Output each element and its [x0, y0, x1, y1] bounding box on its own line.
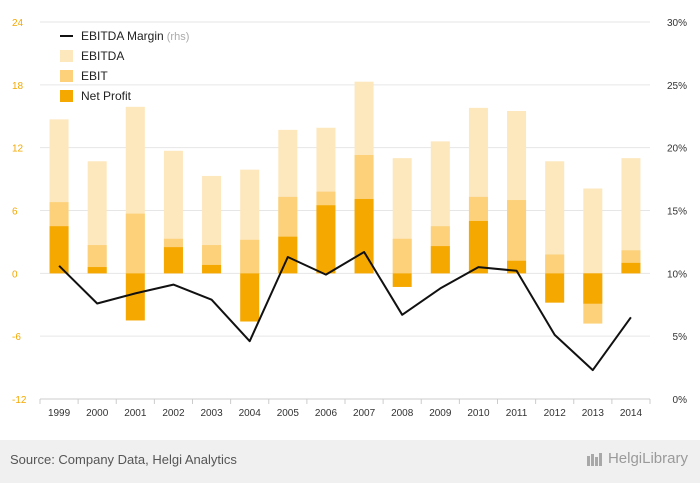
bar-net-profit	[49, 226, 69, 274]
footer: Source: Company Data, Helgi Analytics He…	[0, 440, 700, 483]
ebitda-margin-line	[58, 251, 632, 372]
bar-net-profit	[202, 264, 222, 274]
x-tick-label: 2005	[277, 408, 300, 419]
brand-name: HelgiLibrary	[607, 450, 688, 467]
x-tick-label: 2009	[429, 408, 452, 419]
chart-svg: 24 18 12 6 0 -6 -12 30% 25% 20% 15% 10% 5% 0% 1999 2000…	[12, 18, 688, 419]
left-tick-label: 0	[12, 269, 18, 280]
right-tick-label: 30%	[667, 18, 687, 29]
legend-label: EBITDA	[81, 49, 124, 63]
right-tick-label: 15%	[667, 207, 687, 218]
source-note: Source: Company Data, Helgi Analytics	[10, 452, 237, 467]
bar-ebit	[507, 200, 527, 274]
left-tick-label: 18	[12, 81, 24, 92]
right-tick-label: 0%	[673, 395, 688, 406]
x-tick-label: 2014	[620, 408, 643, 419]
bar-ebit	[392, 238, 412, 274]
library-logo-icon	[586, 452, 602, 466]
legend-label: Net Profit	[81, 89, 132, 103]
x-tick-label: 2006	[315, 408, 338, 419]
right-tick-label: 5%	[673, 332, 688, 343]
x-tick-label: 2001	[124, 408, 147, 419]
legend-label: EBIT	[81, 69, 108, 83]
x-tick-label: 2010	[467, 408, 490, 419]
bar-net-profit	[125, 273, 145, 321]
bar-ebitda	[583, 188, 603, 274]
x-tick-label: 2002	[162, 408, 185, 419]
bar-net-profit	[621, 262, 641, 274]
bar-net-profit	[468, 220, 488, 274]
right-tick-label: 25%	[667, 81, 687, 92]
bar-ebit	[545, 254, 565, 274]
x-tick-label: 2003	[200, 408, 223, 419]
bar-ebit	[87, 245, 107, 274]
legend-label: EBITDA Margin (rhs)	[81, 29, 189, 43]
x-tick-label: 2013	[582, 408, 605, 419]
x-tick-label: 2004	[239, 408, 262, 419]
x-tick-label: 2012	[544, 408, 567, 419]
bar-net-profit	[430, 246, 450, 274]
right-tick-label: 20%	[667, 144, 687, 155]
left-tick-label: 12	[12, 144, 24, 155]
bar-net-profit	[583, 273, 603, 304]
brand[interactable]: HelgiLibrary	[586, 450, 688, 467]
legend-swatch	[60, 90, 73, 102]
bar-ebit	[240, 239, 260, 274]
bar-ebitda	[545, 161, 565, 274]
left-tick-label: 6	[12, 207, 18, 218]
bar-net-profit	[87, 267, 107, 274]
x-tick-label: 2008	[391, 408, 414, 419]
x-tick-label: 2011	[506, 408, 528, 419]
bar-ebit	[125, 213, 145, 274]
bar-net-profit	[392, 273, 412, 287]
bar-net-profit	[240, 273, 260, 322]
bar-net-profit	[163, 247, 183, 274]
left-tick-label: -12	[12, 395, 27, 406]
bar-net-profit	[545, 273, 565, 303]
x-tick-label: 1999	[48, 408, 71, 419]
x-tick-label: 2000	[86, 408, 109, 419]
legend-swatch	[60, 50, 73, 62]
left-tick-label: -6	[12, 332, 21, 343]
right-tick-label: 10%	[667, 269, 687, 280]
bar-ebitda	[621, 158, 641, 274]
chart: 24 18 12 6 0 -6 -12 30% 25% 20% 15% 10% 5% 0% 1999 2000…	[12, 18, 688, 419]
bar-net-profit	[278, 236, 298, 274]
bar-net-profit	[316, 205, 336, 274]
x-tick-label: 2007	[353, 408, 376, 419]
legend-swatch	[60, 70, 73, 82]
left-tick-label: 24	[12, 18, 24, 29]
